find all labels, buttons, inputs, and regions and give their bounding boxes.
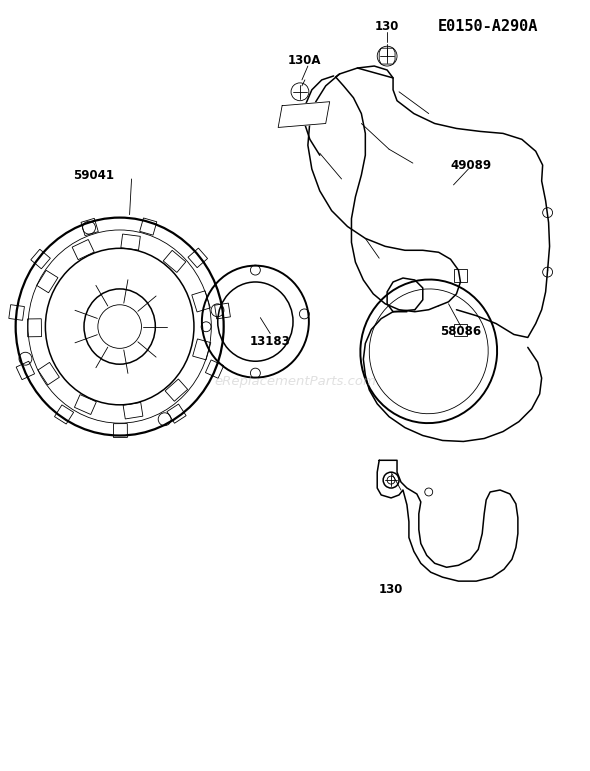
Text: 130: 130 xyxy=(379,583,404,595)
Text: 59041: 59041 xyxy=(73,170,114,183)
Polygon shape xyxy=(278,102,330,127)
Text: eReplacementParts.com: eReplacementParts.com xyxy=(214,375,376,388)
Text: 130A: 130A xyxy=(288,54,322,66)
Text: 13183: 13183 xyxy=(250,335,291,348)
Text: E0150-A290A: E0150-A290A xyxy=(438,19,538,34)
Text: 49089: 49089 xyxy=(451,159,492,172)
Text: 58086: 58086 xyxy=(440,325,481,338)
Text: 130: 130 xyxy=(375,20,399,33)
